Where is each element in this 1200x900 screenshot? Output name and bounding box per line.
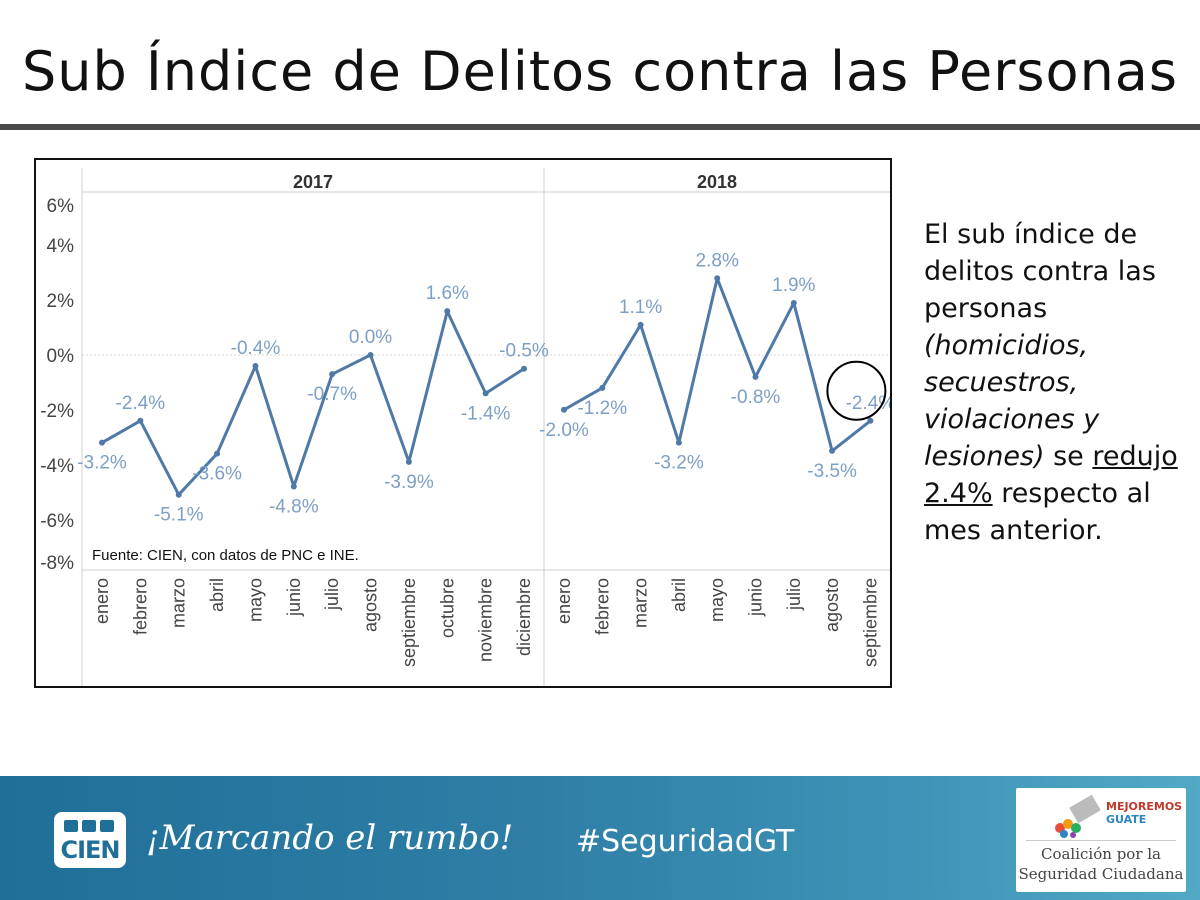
data-point	[290, 483, 297, 490]
mejoremos-guate-text: MEJOREMOS GUATE	[1106, 800, 1183, 826]
y-tick-label: 2%	[47, 291, 75, 312]
x-tick-label: julio	[322, 578, 342, 611]
y-tick-label: 4%	[47, 236, 75, 257]
data-point	[214, 450, 221, 457]
line-chart: 6% 4% 2% 0% -2% -4% -6% -8% 2017 -3.2% enero -2.4% f…	[34, 158, 892, 688]
data-point	[637, 321, 644, 328]
data-point	[561, 406, 567, 413]
data-label: -2.4%	[116, 393, 166, 414]
chart-canvas: 6% 4% 2% 0% -2% -4% -6% -8% 2017 -3.2% enero -2.4% f…	[40, 168, 890, 686]
data-point	[99, 439, 105, 446]
x-tick-label: junio	[284, 578, 304, 617]
data-label: -1.4%	[461, 403, 511, 424]
x-tick-label: febrero	[130, 578, 150, 635]
data-label: 2.8%	[696, 250, 739, 271]
data-label: 1.6%	[426, 283, 469, 304]
y-tick-label: -2%	[40, 401, 74, 422]
x-tick-label: noviembre	[476, 578, 496, 662]
data-point	[444, 308, 451, 315]
data-point	[521, 365, 527, 372]
data-point	[675, 439, 682, 446]
x-tick-label: enero	[554, 578, 574, 624]
y-tick-label: 6%	[47, 196, 75, 217]
slogan: ¡Marcando el rumbo!	[146, 818, 514, 858]
summary-part3: respecto al mes anterior.	[924, 478, 1151, 546]
data-label: -3.2%	[77, 453, 127, 474]
data-label: -5.1%	[154, 505, 204, 526]
data-label: -1.2%	[577, 398, 627, 419]
data-label: -3.6%	[192, 464, 242, 485]
data-label: -0.8%	[731, 387, 781, 408]
y-tick-label: -6%	[40, 511, 74, 532]
series-line-2018	[563, 276, 872, 453]
data-point	[599, 384, 606, 391]
summary-part1: El sub índice de delitos contra las pers…	[924, 219, 1156, 324]
data-point	[482, 390, 489, 397]
summary-text: El sub índice de delitos contra las pers…	[924, 216, 1184, 549]
data-label: -0.5%	[499, 341, 549, 362]
x-tick-label: septiembre	[860, 578, 880, 667]
data-point	[252, 362, 259, 369]
summary-crime-types: (homicidios, secuestros, violaciones y l…	[924, 330, 1100, 472]
coalition-logo: MEJOREMOS GUATE Coalición por la Segurid…	[1016, 788, 1186, 892]
x-tick-label: febrero	[592, 578, 612, 635]
data-label: 0.0%	[349, 327, 392, 348]
data-point	[405, 458, 412, 465]
panel-year-label: 2017	[293, 172, 333, 192]
data-point	[752, 373, 759, 380]
y-tick-label: -4%	[40, 456, 74, 477]
data-point	[367, 352, 374, 358]
series-line-2017	[101, 309, 525, 497]
x-tick-label: enero	[92, 578, 112, 624]
footer-bar: CIEN ¡Marcando el rumbo! #SeguridadGT ME…	[0, 776, 1200, 900]
mejoremos-guate-icon	[1055, 794, 1101, 838]
data-label: 1.9%	[772, 275, 815, 296]
data-point	[137, 417, 144, 424]
y-tick-label: -8%	[40, 553, 74, 574]
data-label: -4.8%	[269, 497, 319, 518]
slide-title: Sub Índice de Delitos contra las Persona…	[21, 40, 1179, 103]
panel-year-label: 2018	[697, 172, 737, 192]
data-label: -3.2%	[654, 453, 704, 474]
x-tick-label: agosto	[361, 578, 381, 632]
x-tick-label: marzo	[169, 578, 189, 628]
coalition-name: Coalición por la Seguridad Ciudadana	[1018, 845, 1184, 883]
data-point	[829, 447, 836, 454]
x-tick-label: septiembre	[399, 578, 419, 667]
title-divider	[0, 124, 1200, 130]
y-tick-label: 0%	[47, 346, 75, 367]
x-tick-label: abril	[207, 578, 227, 612]
cien-logo: CIEN	[54, 812, 126, 868]
data-point	[867, 417, 874, 424]
summary-change: redujo 2.4%	[924, 441, 1178, 509]
data-label: -3.5%	[807, 461, 857, 482]
highlight-circle	[826, 360, 887, 421]
data-point	[790, 299, 797, 306]
x-tick-label: junio	[746, 578, 766, 617]
x-tick-label: abril	[669, 578, 689, 612]
coalition-divider	[1026, 840, 1176, 841]
data-label: -0.4%	[231, 338, 281, 359]
x-tick-label: mayo	[707, 578, 727, 622]
x-tick-label: diciembre	[514, 578, 534, 656]
data-label: -2.0%	[539, 420, 589, 441]
x-tick-label: marzo	[631, 578, 651, 628]
summary-part2: se	[1044, 441, 1093, 472]
x-tick-label: octubre	[437, 578, 457, 638]
source-note: Fuente: CIEN, con datos de PNC e INE.	[92, 547, 359, 564]
x-tick-label: agosto	[822, 578, 842, 632]
data-label: 1.1%	[619, 297, 662, 318]
x-tick-label: julio	[784, 578, 804, 611]
data-point	[714, 275, 721, 282]
hashtag: #SeguridadGT	[576, 824, 795, 859]
data-label: -0.7%	[307, 384, 357, 405]
cien-logo-text: CIEN	[60, 836, 120, 864]
x-tick-label: mayo	[245, 578, 265, 622]
cien-logo-blocks	[64, 820, 114, 832]
data-point	[329, 371, 336, 378]
data-label: -3.9%	[384, 472, 434, 493]
data-point	[175, 491, 182, 498]
